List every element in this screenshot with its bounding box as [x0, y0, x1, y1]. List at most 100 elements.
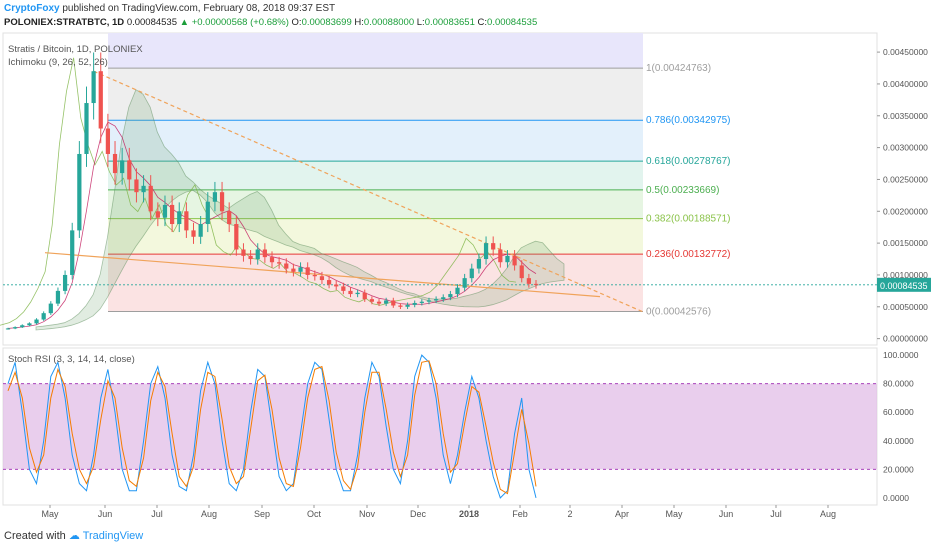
- fib-label: 0.236(0.00132772): [646, 249, 731, 260]
- candle-body: [20, 325, 25, 328]
- candle-body: [491, 243, 496, 250]
- candle-body: [462, 278, 467, 288]
- x-tick-label: Oct: [307, 509, 322, 519]
- candle-body: [219, 192, 225, 212]
- candle-body: [341, 286, 346, 291]
- rsi-line-k: [7, 354, 537, 499]
- candle-body: [34, 319, 39, 324]
- rsi-panel-title: Stoch RSI (3, 3, 14, 14, close): [8, 354, 135, 365]
- candle-body: [262, 249, 267, 258]
- created-with-text: Created with: [4, 530, 66, 542]
- candle-body: [512, 255, 517, 266]
- rsi-y-tick-label: 0.0000: [883, 493, 909, 503]
- candle-body: [277, 262, 282, 264]
- x-tick-label: 2: [567, 509, 572, 519]
- close-label: C:: [477, 17, 488, 28]
- candle-body: [212, 192, 218, 202]
- candle-body: [448, 294, 453, 298]
- x-tick-label: Jun: [719, 509, 734, 519]
- candle-body: [162, 204, 168, 218]
- candle-body: [198, 224, 203, 237]
- last-price-tag: [877, 277, 931, 292]
- fib-zone: [108, 254, 643, 312]
- y-tick-label: 0.00350000: [883, 111, 928, 121]
- candle-body: [476, 259, 482, 269]
- candle-body: [48, 303, 53, 314]
- candle-body: [112, 153, 118, 174]
- x-tick-label: Dec: [410, 509, 427, 519]
- author-link[interactable]: CryptoFoxy: [4, 3, 60, 14]
- x-tick-label: May: [665, 509, 683, 519]
- candle-body: [426, 300, 432, 302]
- candle-body: [141, 185, 146, 193]
- downtrend-line: [93, 70, 644, 313]
- high-value: 0.00088000: [363, 17, 415, 28]
- candle-body: [391, 300, 396, 306]
- candle-body: [169, 204, 175, 225]
- tradingview-logo-icon: ☁: [68, 530, 80, 542]
- fib-label: 1(0.00424763): [646, 63, 711, 74]
- candle-body: [419, 301, 424, 303]
- candle-body: [255, 249, 260, 260]
- candle-body: [41, 313, 46, 320]
- candle-body: [5, 328, 11, 330]
- candle-body: [498, 249, 503, 263]
- y-tick-label: 0.00050000: [883, 302, 928, 312]
- chart-canvas[interactable]: 1(0.00424763) 0.786(0.00342975) 0.618(0.00…: [0, 0, 932, 525]
- y-tick-label: 0.00400000: [883, 79, 928, 89]
- candle-body: [70, 230, 75, 275]
- support-line: [44, 252, 601, 298]
- price-change: ▲ +0.00000568 (+0.68%): [179, 17, 289, 28]
- close-value: 0.00084535: [487, 17, 538, 28]
- candle-body: [13, 327, 18, 329]
- candle-body: [98, 71, 103, 129]
- candle-body: [398, 305, 403, 307]
- fib-label: 0.382(0.00188571): [646, 214, 731, 225]
- candle-body: [284, 263, 289, 269]
- fib-zone: [108, 161, 643, 190]
- candle-body: [248, 255, 253, 260]
- x-tick-label: Aug: [201, 509, 217, 519]
- candle-body: [269, 257, 275, 263]
- candle-body: [241, 249, 246, 256]
- candle-body: [227, 211, 232, 225]
- tradingview-link[interactable]: TradingView: [82, 530, 144, 542]
- publish-line: CryptoFoxy published on TradingView.com,…: [4, 2, 335, 15]
- rsi-line-d: [7, 360, 537, 495]
- candle-body: [127, 160, 132, 180]
- candle-body: [77, 153, 82, 231]
- high-label: H:: [354, 17, 364, 28]
- candle-body: [155, 211, 160, 218]
- candle-body: [334, 284, 339, 287]
- open-label: O:: [291, 17, 302, 28]
- x-tick-label: May: [41, 509, 59, 519]
- y-tick-label: 0.00000000: [883, 334, 928, 344]
- rsi-y-tick-label: 100.0000: [883, 350, 919, 360]
- candle-body: [348, 290, 353, 295]
- y-tick-label: 0.00250000: [883, 174, 928, 184]
- low-label: L:: [416, 17, 425, 28]
- candle-body: [55, 290, 61, 304]
- candle-body: [362, 292, 367, 300]
- published-text: published on TradingView.com, February 0…: [62, 3, 336, 14]
- rsi-y-tick-label: 60.0000: [883, 407, 914, 417]
- candle-body: [355, 292, 360, 295]
- candle-body: [120, 160, 125, 174]
- fib-label: 0(0.00042576): [646, 307, 711, 318]
- x-tick-label: Nov: [359, 509, 376, 519]
- x-tick-label: Feb: [512, 509, 528, 519]
- candle-body: [405, 304, 410, 307]
- x-tick-label: 2018: [459, 509, 479, 519]
- candle-body: [27, 323, 32, 326]
- candle-body: [184, 211, 189, 231]
- symbol-line: POLONIEX:STRATBTC, 1D 0.00084535 ▲ +0.00…: [4, 16, 537, 29]
- candle-body: [455, 287, 460, 295]
- x-tick-label: Aug: [820, 509, 836, 519]
- fib-label: 0.618(0.00278767): [646, 156, 731, 167]
- candle-body: [433, 299, 439, 301]
- fib-zone: [108, 120, 643, 162]
- candle-body: [305, 267, 310, 275]
- candle-body: [91, 71, 96, 104]
- candle-body: [384, 300, 389, 304]
- footer: Created with ☁ TradingView: [4, 529, 143, 542]
